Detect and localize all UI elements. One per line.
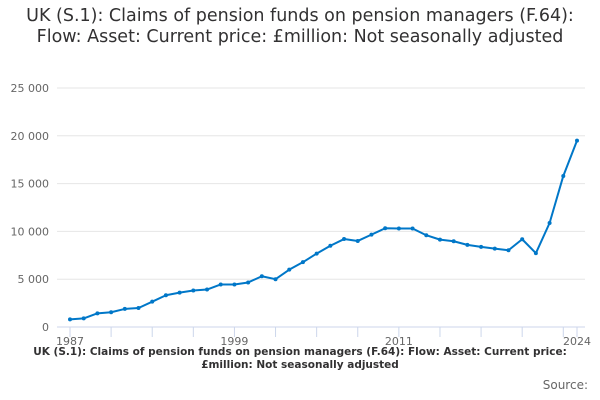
data-line <box>69 140 578 321</box>
data-point <box>479 244 484 249</box>
data-point <box>314 251 319 256</box>
data-point <box>163 293 168 298</box>
data-point <box>287 267 292 272</box>
data-point <box>520 237 525 242</box>
data-point <box>424 233 429 238</box>
data-point <box>396 226 401 231</box>
data-point <box>410 226 415 231</box>
y-tick-label: 20 000 <box>11 130 50 143</box>
data-point <box>109 310 114 315</box>
y-tick-label: 10 000 <box>11 225 50 238</box>
data-point <box>369 232 374 237</box>
data-point <box>259 274 264 279</box>
chart-caption: UK (S.1): Claims of pension funds on pen… <box>33 346 567 371</box>
data-point <box>95 311 100 316</box>
data-point <box>205 287 210 292</box>
x-tick-label: 2024 <box>563 335 591 348</box>
data-point <box>273 277 278 282</box>
data-point <box>561 173 566 178</box>
data-point <box>506 248 511 253</box>
data-point <box>533 251 538 256</box>
data-point <box>68 317 72 322</box>
data-point <box>547 220 552 225</box>
data-point <box>191 288 196 293</box>
data-point <box>492 246 497 251</box>
data-point <box>122 306 127 311</box>
x-tick-label: 2011 <box>385 335 413 348</box>
chart-title: UK (S.1): Claims of pension funds on pen… <box>26 6 574 47</box>
x-tick-label: 1999 <box>220 335 248 348</box>
data-point <box>328 243 333 248</box>
data-point <box>383 226 388 231</box>
data-point <box>451 239 456 244</box>
source-label: Source: <box>542 378 588 392</box>
data-point <box>246 280 251 285</box>
x-tick-label: 1987 <box>56 335 84 348</box>
y-tick-label: 5 000 <box>18 273 50 286</box>
data-point <box>218 282 223 287</box>
y-tick-label: 25 000 <box>11 82 50 95</box>
data-point <box>437 237 442 242</box>
data-point <box>232 282 237 287</box>
data-point <box>575 138 579 143</box>
data-point <box>342 237 347 242</box>
data-point <box>136 305 141 310</box>
data-point <box>465 242 470 247</box>
data-point <box>177 290 182 295</box>
y-tick-label: 0 <box>42 321 49 334</box>
y-tick-label: 15 000 <box>11 178 50 191</box>
data-point <box>355 238 360 243</box>
data-point <box>300 260 305 265</box>
data-point <box>81 316 86 321</box>
data-point <box>150 299 155 304</box>
